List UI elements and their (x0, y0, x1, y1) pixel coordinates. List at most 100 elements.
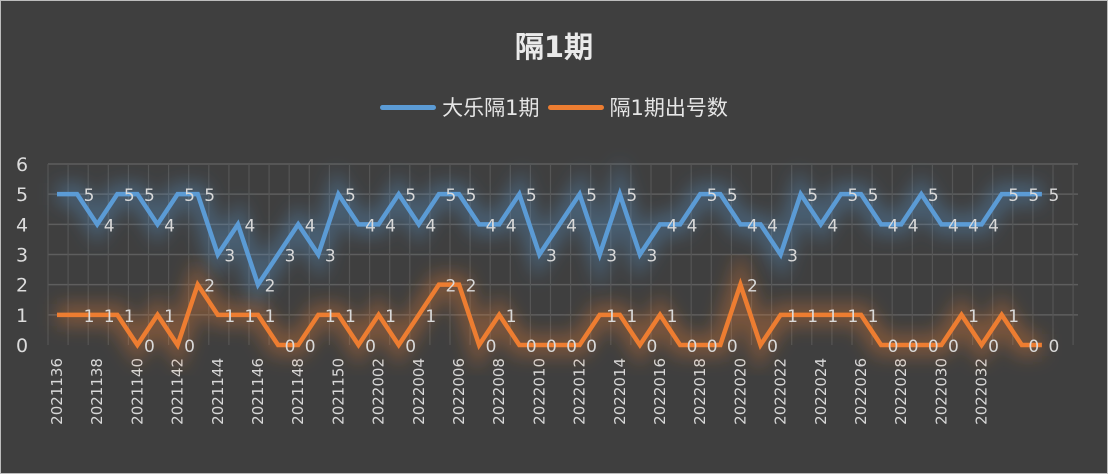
data-label: 0 (888, 337, 899, 357)
x-tick-label: 2022014 (611, 358, 629, 425)
data-label: 0 (546, 337, 557, 357)
legend-label-orange: 隔1期出号数 (609, 96, 728, 120)
data-label: 5 (405, 186, 416, 206)
data-label: 1 (164, 307, 175, 327)
data-label: 0 (988, 337, 999, 357)
x-tick-label: 2021150 (329, 358, 347, 425)
data-label: 5 (1048, 186, 1059, 206)
data-label: 0 (586, 337, 597, 357)
x-tick-label: 2022008 (490, 358, 508, 425)
x-tick-label: 2022004 (410, 358, 428, 425)
data-label: 1 (667, 307, 678, 327)
data-label: 2 (204, 277, 215, 297)
x-tick-label: 2021144 (209, 358, 227, 425)
data-label: 4 (305, 216, 316, 236)
legend-item-blue[interactable]: 大乐隔1期 (380, 92, 540, 122)
data-label: 1 (787, 307, 798, 327)
x-tick-label: 2022002 (370, 358, 388, 425)
data-label: 1 (104, 307, 115, 327)
data-label: 1 (425, 307, 436, 327)
x-tick-label: 2022006 (450, 358, 468, 425)
x-tick-label: 2022012 (571, 358, 589, 425)
data-label: 0 (365, 337, 376, 357)
data-label: 1 (506, 307, 517, 327)
data-label: 4 (908, 216, 919, 236)
data-label: 4 (365, 216, 376, 236)
x-tick-label: 2021146 (249, 358, 267, 425)
x-tick-label: 2022032 (973, 358, 991, 425)
y-tick-label: 2 (16, 275, 28, 297)
series-line-orange[interactable] (57, 277, 1042, 351)
data-label: 0 (767, 337, 778, 357)
data-label: 0 (1048, 337, 1059, 357)
data-label: 1 (224, 307, 235, 327)
x-tick-label: 2021136 (48, 358, 66, 425)
x-tick-label: 2022022 (772, 358, 790, 425)
data-label: 5 (345, 186, 356, 206)
data-label: 3 (325, 247, 336, 267)
data-label: 0 (526, 337, 537, 357)
data-label: 5 (707, 186, 718, 206)
y-tick-label: 0 (16, 335, 28, 357)
data-label: 4 (425, 216, 436, 236)
y-tick-label: 3 (16, 245, 28, 267)
data-label: 4 (968, 216, 979, 236)
data-label: 0 (687, 337, 698, 357)
data-label: 4 (988, 216, 999, 236)
data-label: 5 (526, 186, 537, 206)
data-label: 1 (1008, 307, 1019, 327)
data-label: 2 (445, 277, 456, 297)
x-tick-label: 2022028 (892, 358, 910, 425)
data-label: 0 (948, 337, 959, 357)
data-label: 5 (1008, 186, 1019, 206)
data-label: 4 (566, 216, 577, 236)
data-label: 4 (385, 216, 396, 236)
x-tick-label: 2022016 (651, 358, 669, 425)
y-tick-label: 4 (16, 214, 28, 236)
legend-label-blue: 大乐隔1期 (442, 96, 540, 120)
data-label: 5 (586, 186, 597, 206)
legend-item-orange[interactable]: 隔1期出号数 (547, 92, 728, 122)
data-label: 0 (566, 337, 577, 357)
data-label: 0 (646, 337, 657, 357)
data-label: 3 (285, 247, 296, 267)
data-label: 4 (827, 216, 838, 236)
data-label: 4 (486, 216, 497, 236)
data-label: 2 (265, 277, 276, 297)
data-label: 4 (244, 216, 255, 236)
data-label: 3 (646, 247, 657, 267)
x-tick-label: 2021138 (88, 358, 106, 425)
legend-swatch-blue (380, 104, 437, 110)
series-lines (57, 159, 1042, 370)
data-label: 5 (847, 186, 858, 206)
chart-title: 隔1期 (514, 30, 594, 64)
data-label: 4 (888, 216, 899, 236)
data-label: 2 (466, 277, 477, 297)
data-label: 3 (606, 247, 617, 267)
x-tick-label: 2022024 (812, 358, 830, 425)
data-label: 5 (1028, 186, 1039, 206)
data-label: 1 (807, 307, 818, 327)
data-label: 0 (1028, 337, 1039, 357)
data-label: 4 (948, 216, 959, 236)
data-label: 5 (466, 186, 477, 206)
data-label: 5 (807, 186, 818, 206)
series-line-blue[interactable] (57, 187, 1042, 290)
x-tick-label: 2022030 (932, 358, 950, 425)
data-label: 5 (445, 186, 456, 206)
data-label: 1 (868, 307, 879, 327)
data-label: 0 (405, 337, 416, 357)
data-label: 4 (767, 216, 778, 236)
data-label: 1 (847, 307, 858, 327)
data-label: 1 (244, 307, 255, 327)
data-label: 1 (265, 307, 276, 327)
data-label: 1 (827, 307, 838, 327)
data-label: 3 (787, 247, 798, 267)
x-axis: 2021136 2021138 2021140 2021142 2021144 20211… (48, 358, 991, 425)
legend-swatch-orange (547, 104, 604, 110)
data-label: 4 (164, 216, 175, 236)
data-label: 1 (968, 307, 979, 327)
data-label: 0 (285, 337, 296, 357)
